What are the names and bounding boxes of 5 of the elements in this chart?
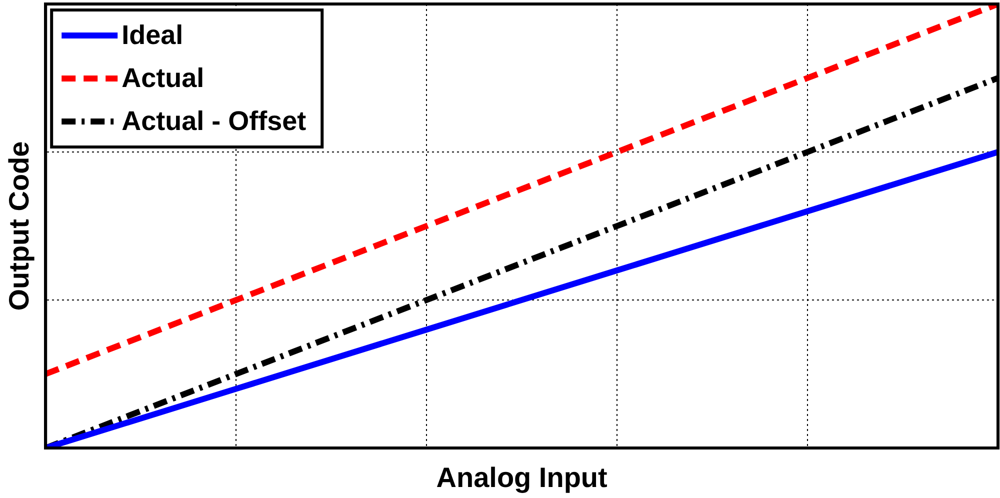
legend-label: Actual - Offset [122, 106, 306, 136]
legend-label: Ideal [122, 20, 184, 50]
y-axis-title: Output Code [4, 141, 35, 311]
x-axis-title: Analog Input [436, 462, 608, 493]
legend-label: Actual [122, 62, 204, 93]
